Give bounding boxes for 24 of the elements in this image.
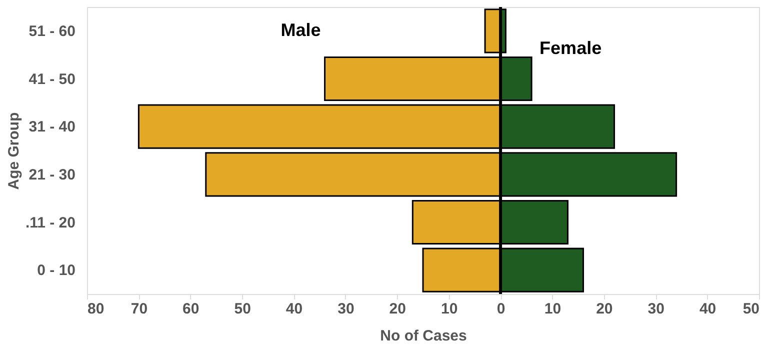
series-label: Male — [280, 20, 321, 40]
y-tick-label: 31 - 40 — [28, 118, 76, 136]
x-tick-label: 70 — [130, 300, 148, 318]
y-tick-label: 41 - 50 — [28, 70, 76, 88]
x-tick-label: 30 — [648, 300, 664, 318]
x-tick-label: 50 — [742, 300, 760, 318]
x-axis-title: No of Cases — [380, 328, 467, 344]
x-tick-label: 0 — [496, 300, 506, 318]
x-tick-label: 20 — [596, 300, 613, 318]
y-tick-label: .11 - 20 — [25, 214, 76, 232]
x-tick-label: 10 — [441, 300, 458, 318]
y-axis-title: Age Group — [5, 112, 22, 190]
x-tick-label: 50 — [234, 300, 251, 318]
x-tick-label: 80 — [88, 300, 104, 318]
y-tick-label: 51 - 60 — [28, 22, 76, 40]
x-tick-label: 40 — [286, 300, 303, 318]
x-tick-label: 60 — [182, 300, 200, 318]
x-tick-label: 10 — [544, 300, 562, 318]
x-tick-label: 20 — [389, 300, 406, 318]
x-tick-label: 30 — [338, 300, 354, 318]
y-tick-label: 21 - 30 — [28, 166, 76, 184]
x-tick-label: 40 — [699, 300, 716, 318]
y-tick-label: 0 - 10 — [37, 262, 76, 280]
series-label: Female — [540, 38, 602, 58]
